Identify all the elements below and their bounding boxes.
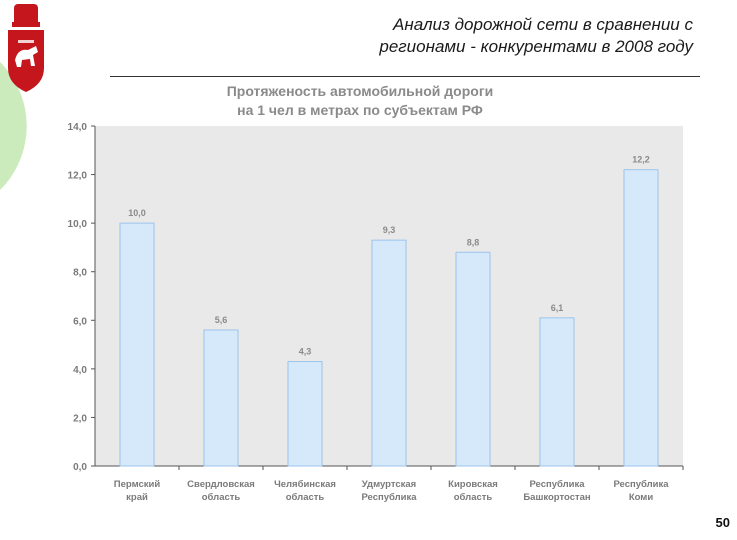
x-category-label: Республика <box>613 479 669 490</box>
data-label: 10,0 <box>128 208 146 218</box>
y-tick-label: 4,0 <box>73 365 87 376</box>
bar <box>119 222 155 467</box>
slide-title-line1: Анализ дорожной сети в сравнении с <box>393 15 693 34</box>
y-tick-label: 6,0 <box>73 316 87 327</box>
y-tick-label: 12,0 <box>68 171 88 182</box>
title-divider <box>110 76 700 77</box>
bar <box>539 317 575 467</box>
x-category-label: Республика <box>529 479 585 490</box>
bar <box>203 329 239 467</box>
x-category-label: Челябинская <box>274 479 336 490</box>
y-tick-label: 10,0 <box>68 219 88 230</box>
x-category-label: область <box>202 492 241 503</box>
x-category-label: Коми <box>629 492 654 503</box>
data-label: 6,1 <box>551 303 564 313</box>
green-arc-decoration <box>0 62 27 190</box>
x-category-label: Свердловская <box>187 479 255 490</box>
y-tick-label: 2,0 <box>73 413 87 424</box>
data-label: 9,3 <box>383 225 396 235</box>
chart-title: Протяженость автомобильной дороги на 1 ч… <box>120 82 600 120</box>
chart-title-line2: на 1 чел в метрах по субъектам РФ <box>237 102 483 118</box>
x-category-label: Башкортостан <box>523 492 591 503</box>
slide-title-line2: регионами - конкурентами в 2008 году <box>379 37 693 56</box>
chart-title-line1: Протяженость автомобильной дороги <box>226 83 494 99</box>
x-category-label: Кировская <box>448 479 498 490</box>
data-label: 4,3 <box>299 347 312 357</box>
y-tick-label: 14,0 <box>68 122 88 133</box>
x-category-label: область <box>286 492 325 503</box>
bar <box>371 239 407 467</box>
data-label: 5,6 <box>215 315 228 325</box>
x-category-label: область <box>454 492 493 503</box>
y-tick-label: 0,0 <box>73 462 87 473</box>
bar <box>287 361 323 467</box>
data-label: 12,2 <box>632 155 650 165</box>
x-category-label: Республика <box>361 492 417 503</box>
y-tick-label: 8,0 <box>73 268 87 279</box>
bar <box>623 169 659 467</box>
x-category-label: Удмуртская <box>362 479 416 490</box>
slide-title: Анализ дорожной сети в сравнении с регио… <box>273 14 693 58</box>
data-label: 8,8 <box>467 237 480 247</box>
bar <box>455 251 491 467</box>
x-category-label: край <box>126 492 148 503</box>
perm-coat-of-arms-icon <box>8 4 44 92</box>
page-number: 50 <box>715 515 730 530</box>
x-category-label: Пермский <box>114 479 161 490</box>
